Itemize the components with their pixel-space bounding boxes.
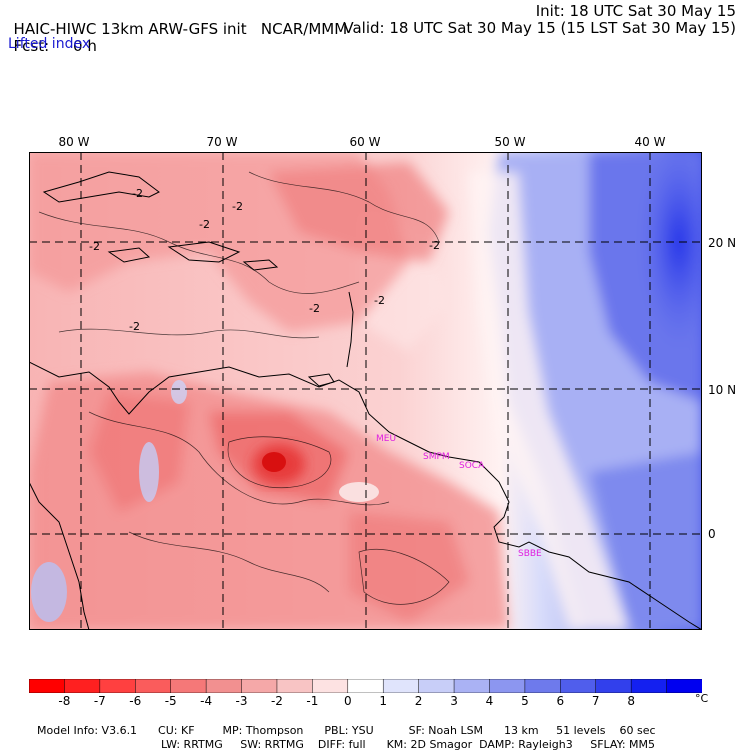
resolution: 13 km [504,724,539,737]
colorbar-swatch [276,679,314,693]
colorbar-tick-label: -7 [93,694,106,708]
strong-negative-core [253,444,305,484]
colorbar-swatch [524,679,562,693]
contour-label: -2 [129,320,140,333]
colorbar-tick-label: -3 [235,694,248,708]
lat-label: 20 N [708,236,737,250]
colorbar-swatch [64,679,101,693]
colorbar-tick-label: 6 [556,694,565,708]
positive-li-region [489,152,702,630]
model-info-line1: Model Info: V3.6.1 CU: KF MP: Thompson P… [30,711,656,737]
lifted-index-map: -2 -2 -2 -2 -2 -2 -2 -2 MEU SMPM SOCA SB… [29,152,702,630]
pbl-scheme: PBL: YSU [324,724,374,737]
colorbar-swatch [99,679,137,693]
sf-scheme: SF: Noah LSM [408,724,484,737]
model-version: Model Info: V3.6.1 [37,724,138,737]
colorbar-swatch [205,679,243,693]
station-label: SOCA [459,461,485,471]
org-name: NCAR/MMM [260,20,348,38]
colorbar-swatch [560,679,597,693]
model-title: HAIC-HIWC 13km ARW-GFS init NCAR/MMM [4,2,348,38]
graticule [29,152,702,630]
colorbar-swatch [382,679,420,693]
contour-lines [38,171,450,605]
colorbar-swatch [135,679,172,693]
contour-label-group: -2 -2 -2 -2 -2 -2 -2 -2 [89,187,440,333]
colorbar-tick-label: 3 [450,694,458,708]
colorbar-tick-label: -4 [200,694,213,708]
lon-label: 40 W [634,135,666,149]
colorbar-swatch [666,679,702,693]
forecast-hour: Fcst: 0 h [4,19,97,55]
map-frame [29,152,702,630]
colorbar-tick-label: 7 [591,694,600,708]
cu-scheme: CU: KF [158,724,195,737]
colorbar-swatch [595,679,632,693]
fcst-label: Fcst: [13,37,50,55]
colorbar-swatch [347,679,384,693]
colorbar-swatch [29,679,66,693]
colorbar-tick-label: 0 [343,694,352,708]
colorbar-tick-label: 4 [485,694,494,708]
colorbar-tick-label: 2 [414,694,423,708]
model-info-line2: LW: RRTMG SW: RRTMG DIFF: full KM: 2D Sm… [154,725,655,751]
colorbar-tick-label: -5 [164,694,177,708]
levels: 51 levels [556,724,606,737]
lon-label: 70 W [206,135,238,149]
mp-scheme: MP: Thompson [222,724,304,737]
colorbar-swatch [312,679,349,693]
colorbar-swatch [630,679,668,693]
colorbar-tick-label: -6 [129,694,142,708]
contour-label: -2 [309,302,320,315]
fcst-value: 0 h [73,37,97,55]
contour-label: -2 [232,200,243,213]
contour-label: -2 [132,187,143,200]
coastlines [29,171,702,630]
contour-label: -2 [374,294,385,307]
lat-label: 10 N [708,383,737,397]
init-time: Init: 18 UTC Sat 30 May 15 [535,2,736,20]
field-name: Lifted index [8,36,91,52]
colorbar-tick-label: -2 [270,694,283,708]
contour-label: -2 [89,240,100,253]
negative-li-region [29,152,509,630]
station-label: MEU [376,434,396,444]
timestep: 60 sec [619,724,656,737]
contour-label: -2 [199,218,210,231]
colorbar-swatch [418,679,455,693]
colorbar-tick-label: -8 [58,694,71,708]
lat-label: 0 [708,527,716,541]
colorbar-swatch [241,679,278,693]
model-name: HAIC-HIWC 13km ARW-GFS init [13,20,247,38]
lon-label: 80 W [58,135,90,149]
valid-time: Valid: 18 UTC Sat 30 May 15 (15 LST Sat … [343,19,736,37]
lon-label: 60 W [349,135,381,149]
contour-label: -2 [429,239,440,252]
station-label: SMPM [423,452,450,462]
colorbar-unit: °C [695,692,709,705]
positive-li-patches [31,380,379,622]
station-label-group: MEU SMPM SOCA SBBE [376,434,542,559]
colorbar-tick-label: -1 [306,694,319,708]
colorbar-swatch [170,679,207,693]
colorbar-tick-label: 5 [521,694,529,708]
colorbar-swatch [489,679,526,693]
station-label: SBBE [518,549,542,559]
colorbar [29,679,702,693]
colorbar-tick-label: 1 [379,694,388,708]
colorbar-tick-label: 8 [627,694,635,708]
colorbar-swatch [453,679,491,693]
lon-label: 50 W [494,135,526,149]
